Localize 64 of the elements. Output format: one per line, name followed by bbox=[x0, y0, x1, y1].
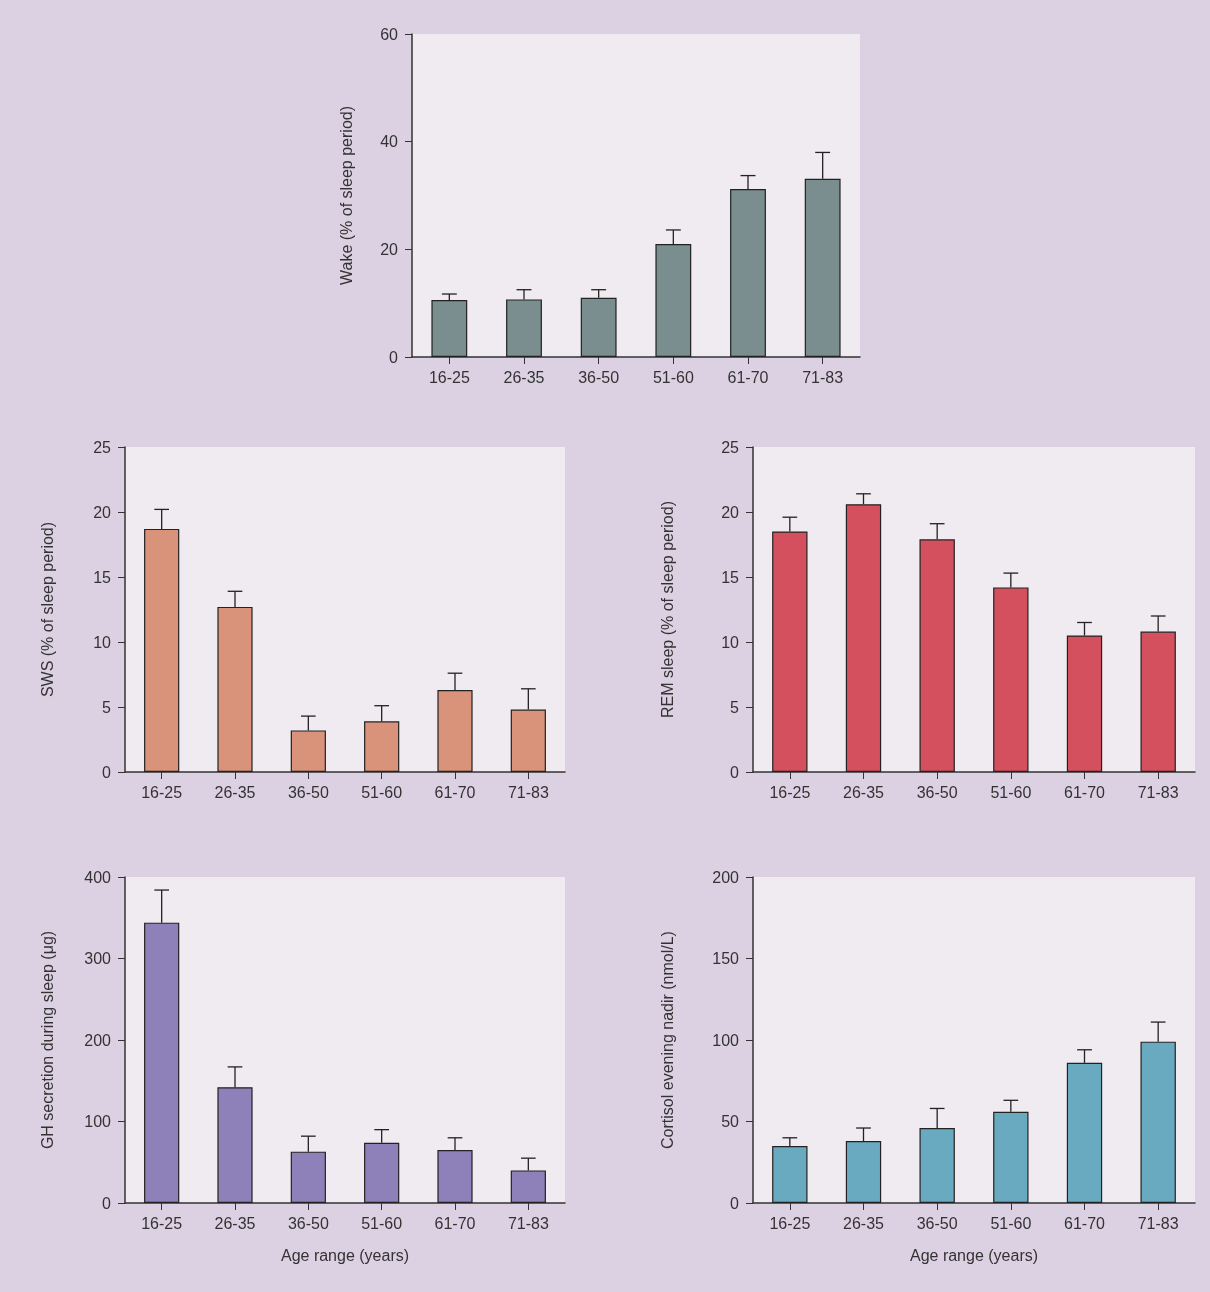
y-tick-label: 5 bbox=[102, 698, 112, 716]
y-tick-label: 5 bbox=[730, 698, 740, 716]
x-tick-label: 16-25 bbox=[141, 1214, 183, 1232]
y-tick-label: 20 bbox=[380, 240, 399, 258]
x-tick-label: 36-50 bbox=[578, 368, 620, 386]
x-tick-label: 51-60 bbox=[990, 783, 1032, 801]
x-tick-label: 26-35 bbox=[214, 1214, 256, 1232]
y-tick-label: 40 bbox=[380, 133, 399, 151]
bar bbox=[431, 299, 468, 357]
y-tick-label: 0 bbox=[389, 348, 399, 366]
y-tick-label: 0 bbox=[102, 763, 112, 781]
x-tick-label: 51-60 bbox=[361, 783, 403, 801]
y-tick-label: 20 bbox=[721, 503, 740, 521]
x-tick-label: 71-83 bbox=[802, 368, 844, 386]
x-tick-label: 71-83 bbox=[507, 1214, 549, 1232]
x-tick-label: 71-83 bbox=[1137, 1214, 1179, 1232]
x-tick-label: 26-35 bbox=[843, 1214, 885, 1232]
y-tick-label: 100 bbox=[84, 1113, 112, 1130]
x-tick-label: 61-70 bbox=[1064, 1214, 1106, 1232]
y-tick-label: 0 bbox=[730, 1194, 740, 1212]
x-tick-label: 71-83 bbox=[1137, 783, 1179, 801]
y-tick-label: 200 bbox=[84, 1031, 112, 1049]
y-tick-label: 60 bbox=[380, 25, 399, 43]
y-axis-title: Wake (% of sleep period) bbox=[337, 105, 355, 286]
y-tick-label: 300 bbox=[84, 950, 112, 967]
y-tick-label: 0 bbox=[730, 763, 740, 781]
y-tick-label: 10 bbox=[721, 633, 740, 651]
x-tick-label: 36-50 bbox=[287, 1214, 329, 1232]
y-tick-label: 15 bbox=[93, 568, 112, 586]
y-tick-label: 0 bbox=[102, 1194, 112, 1212]
y-axis-title: REM sleep (% of sleep period) bbox=[658, 501, 676, 718]
x-tick-label: 51-60 bbox=[652, 368, 694, 386]
x-axis-title: Age range (years) bbox=[280, 1246, 410, 1264]
y-tick-label: 25 bbox=[721, 438, 740, 456]
x-tick-label: 61-70 bbox=[1064, 783, 1106, 801]
x-tick-label: 26-35 bbox=[843, 783, 885, 801]
x-tick-label: 61-70 bbox=[434, 783, 476, 801]
y-tick-label: 400 bbox=[84, 868, 112, 886]
y-tick-label: 20 bbox=[93, 503, 112, 521]
x-tick-label: 51-60 bbox=[361, 1214, 403, 1232]
x-tick-label: 51-60 bbox=[990, 1214, 1032, 1232]
x-tick-label: 26-35 bbox=[503, 368, 545, 386]
x-tick-label: 16-25 bbox=[769, 1214, 811, 1232]
y-tick-label: 15 bbox=[721, 568, 740, 586]
x-tick-label: 16-25 bbox=[428, 368, 470, 386]
y-axis-title: GH secretion during sleep (μg) bbox=[38, 930, 56, 1150]
x-tick-label: 36-50 bbox=[916, 783, 958, 801]
x-tick-label: 36-50 bbox=[916, 1214, 958, 1232]
y-tick-label: 100 bbox=[712, 1031, 740, 1049]
x-tick-label: 26-35 bbox=[214, 783, 256, 801]
y-tick-label: 25 bbox=[93, 438, 112, 456]
y-axis-title: Cortisol evening nadir (nmol/L) bbox=[658, 931, 676, 1149]
x-tick-label: 71-83 bbox=[507, 783, 549, 801]
x-tick-label: 61-70 bbox=[434, 1214, 476, 1232]
x-tick-label: 36-50 bbox=[287, 783, 329, 801]
y-tick-label: 50 bbox=[721, 1113, 740, 1130]
x-tick-label: 16-25 bbox=[141, 783, 183, 801]
x-tick-label: 61-70 bbox=[727, 368, 769, 386]
y-tick-label: 10 bbox=[93, 633, 112, 651]
x-tick-label: 16-25 bbox=[769, 783, 811, 801]
x-axis-title: Age range (years) bbox=[909, 1246, 1039, 1264]
y-tick-label: 150 bbox=[712, 950, 740, 967]
y-axis-title: SWS (% of sleep period) bbox=[38, 521, 56, 698]
y-tick-label: 200 bbox=[712, 868, 740, 886]
